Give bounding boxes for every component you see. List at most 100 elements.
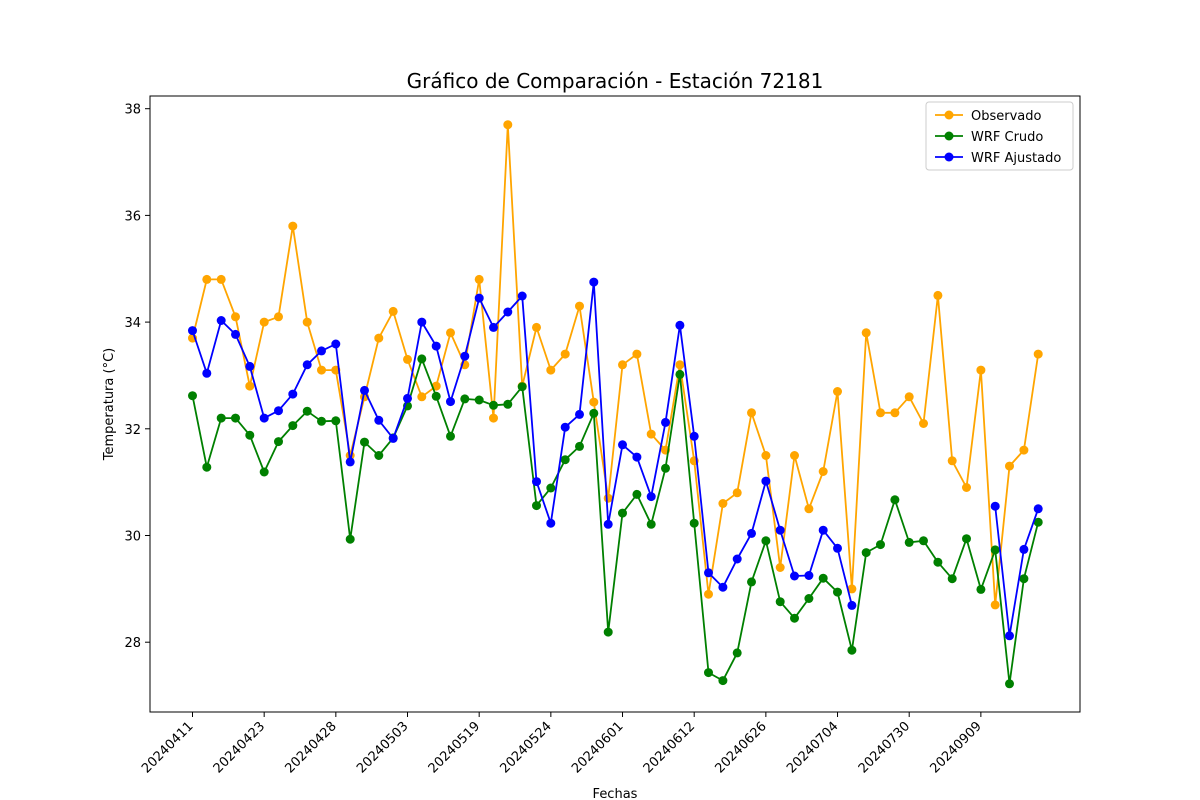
data-point [288,421,298,431]
data-point [216,316,226,325]
data-point [775,525,785,535]
data-point [360,385,369,395]
data-point [718,676,728,686]
data-point [847,645,857,655]
data-point [861,328,871,338]
data-point [460,394,470,404]
data-point [374,415,384,425]
data-point [976,365,986,375]
data-point [503,307,513,317]
data-point [188,326,197,336]
data-point [876,408,885,418]
data-point [689,431,699,441]
data-point [489,413,498,423]
data-point [317,365,326,375]
data-point [446,431,455,441]
data-point [216,413,226,423]
data-point [546,365,556,375]
data-point [560,455,570,465]
data-point [761,476,771,486]
data-point [790,451,799,460]
data-point [761,536,771,546]
data-point [460,351,470,361]
data-point [274,437,283,447]
data-point [589,408,599,418]
series-line [994,506,1040,637]
data-point [532,477,541,487]
data-point [259,413,269,423]
data-point [847,600,857,610]
data-point [1005,631,1014,641]
data-point [517,291,527,301]
data-point [804,594,814,603]
data-point [847,584,857,594]
data-point [575,301,584,311]
data-point [331,339,341,349]
data-point [560,349,570,359]
legend-swatch-marker [944,131,954,141]
data-point [302,317,312,327]
data-point [259,467,269,477]
data-point [718,499,728,508]
data-point [718,582,728,592]
y-axis-label: Temperatura (°C) [102,348,117,461]
legend-item: Observado [935,109,1042,124]
y-tick-label: 36 [124,209,141,224]
data-point [732,488,742,498]
data-point [675,320,685,330]
data-point [589,277,599,287]
data-point [245,381,255,391]
legend-item: WRF Crudo [935,130,1043,145]
data-point [489,400,498,410]
data-point [661,463,670,473]
data-point [603,627,613,637]
data-point [833,543,842,553]
data-point [446,328,455,338]
data-point [689,518,699,528]
data-point [603,493,613,503]
data-point [861,548,871,558]
legend: Observado WRF Crudo WRF Ajustado [925,101,1074,171]
series-wrf-ajustado [188,277,1043,641]
data-point [489,322,498,332]
data-point [474,274,484,284]
plot-area [188,120,1043,689]
data-point [890,408,900,418]
y-tick-label: 28 [124,636,141,651]
data-point [675,369,685,379]
data-point [431,341,441,351]
data-point [890,495,900,505]
data-point [818,525,828,535]
data-point [474,395,484,405]
data-point [360,437,369,447]
data-point [618,508,627,518]
data-point [417,354,427,364]
data-point [417,392,427,402]
data-point [302,360,312,370]
data-point [947,574,957,584]
data-point [245,430,255,440]
data-point [446,397,455,407]
data-point [775,597,785,607]
data-point [274,406,283,416]
y-tick-label: 34 [124,316,141,331]
data-point [933,557,943,567]
data-point [747,577,756,587]
data-point [288,389,298,399]
data-point [603,519,613,529]
data-point [818,467,828,476]
data-point [646,492,656,502]
data-point [790,613,799,623]
data-point [388,433,398,443]
data-point [747,528,756,538]
data-point [188,391,197,401]
data-point [532,501,541,511]
data-point [919,419,928,428]
data-point [804,504,814,514]
data-point [876,540,885,550]
data-point [833,387,842,396]
legend-label: WRF Crudo [971,130,1043,145]
data-point [560,422,570,432]
data-point [962,534,971,544]
